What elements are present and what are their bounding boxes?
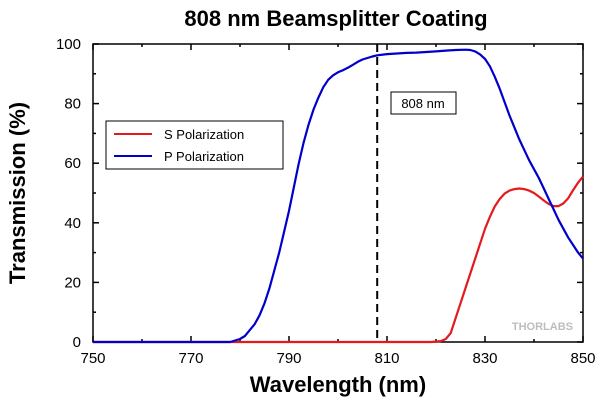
x-tick-label: 750 xyxy=(80,350,105,367)
y-axis-label: Transmission (%) xyxy=(5,102,30,284)
marker-annotation-box xyxy=(390,91,457,115)
x-tick-label: 810 xyxy=(374,350,399,367)
x-tick-label: 830 xyxy=(472,350,497,367)
plot-area xyxy=(92,43,584,343)
y-tick-label: 80 xyxy=(64,96,81,113)
chart-title: 808 nm Beamsplitter Coating xyxy=(184,6,487,31)
axis-tick-labels: 750 770 790 810 830 850 0 20 40 60 80 100 xyxy=(56,36,596,367)
data-series xyxy=(93,48,584,344)
y-tick-label: 60 xyxy=(64,155,81,172)
y-tick-label: 40 xyxy=(64,215,81,232)
legend: S Polarization P Polarization xyxy=(105,120,284,170)
legend-label-s-polarization: S Polarization xyxy=(164,127,244,142)
x-axis-label: Wavelength (nm) xyxy=(250,372,426,397)
legend-label-p-polarization: P Polarization xyxy=(164,149,244,164)
y-tick-label: 100 xyxy=(56,36,81,53)
thorlabs-watermark: THORLABS xyxy=(512,321,573,333)
legend-box xyxy=(105,120,284,170)
y-tick-label: 20 xyxy=(64,274,81,291)
x-tick-label: 790 xyxy=(276,350,301,367)
y-tick-label: 0 xyxy=(73,334,81,351)
x-tick-label: 850 xyxy=(570,350,595,367)
marker-annotation: 808 nm xyxy=(390,91,457,115)
x-tick-label: 770 xyxy=(178,350,203,367)
series-line-p-polarization xyxy=(93,48,584,344)
marker-annotation-label: 808 nm xyxy=(401,96,444,111)
